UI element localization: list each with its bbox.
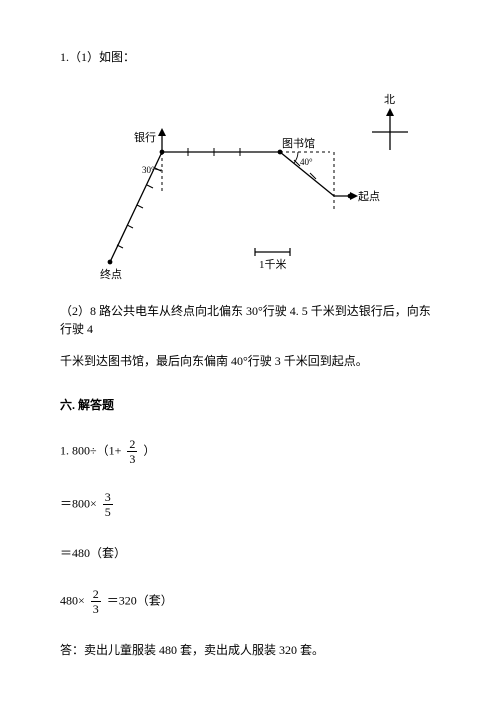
origin-label: 起点 xyxy=(358,189,380,206)
fraction-2-3-b: 2 3 xyxy=(91,588,101,615)
final-answer: 答：卖出儿童服装 480 套，卖出成人服装 320 套。 xyxy=(60,641,440,659)
bank-label: 银行 xyxy=(134,130,156,147)
q1-part2-line1: （2）8 路公共电车从终点向北偏东 30°行驶 4. 5 千米到达银行后，向东行… xyxy=(60,302,440,338)
q1-part2-line2: 千米到达图书馆，最后向东偏南 40°行驶 3 千米回到起点。 xyxy=(60,352,440,370)
step-2: ＝800× 3 5 xyxy=(60,491,440,518)
fraction-3-5: 3 5 xyxy=(103,491,113,518)
step-2-pre: ＝800× xyxy=(60,496,97,510)
step-1-end: ） xyxy=(143,443,155,457)
library-label: 图书馆 xyxy=(282,136,315,153)
step-1: 1. 800÷（1+ 2 3 ） xyxy=(60,438,440,465)
step-4: 480× 2 3 ＝320（套） xyxy=(60,588,440,615)
q1-part1-label: 1.（1）如图： xyxy=(60,48,440,66)
step-4-post: ＝320（套） xyxy=(107,593,173,607)
terminal-label: 终点 xyxy=(100,267,122,284)
fraction-2-3-a: 2 3 xyxy=(127,438,137,465)
step-1-text: 1. 800÷（1+ xyxy=(60,443,121,457)
route-diagram: 北 银行 图书馆 起点 终点 1千米 30° 40° xyxy=(80,92,420,292)
angle-40-label: 40° xyxy=(300,156,313,170)
compass-north-label: 北 xyxy=(384,92,395,109)
angle-30-label: 30° xyxy=(142,164,155,178)
step-4-pre: 480× xyxy=(60,593,85,607)
section-6-title: 六. 解答题 xyxy=(60,396,440,414)
scale-label: 1千米 xyxy=(259,257,287,274)
step-3: ＝480（套） xyxy=(60,544,440,562)
